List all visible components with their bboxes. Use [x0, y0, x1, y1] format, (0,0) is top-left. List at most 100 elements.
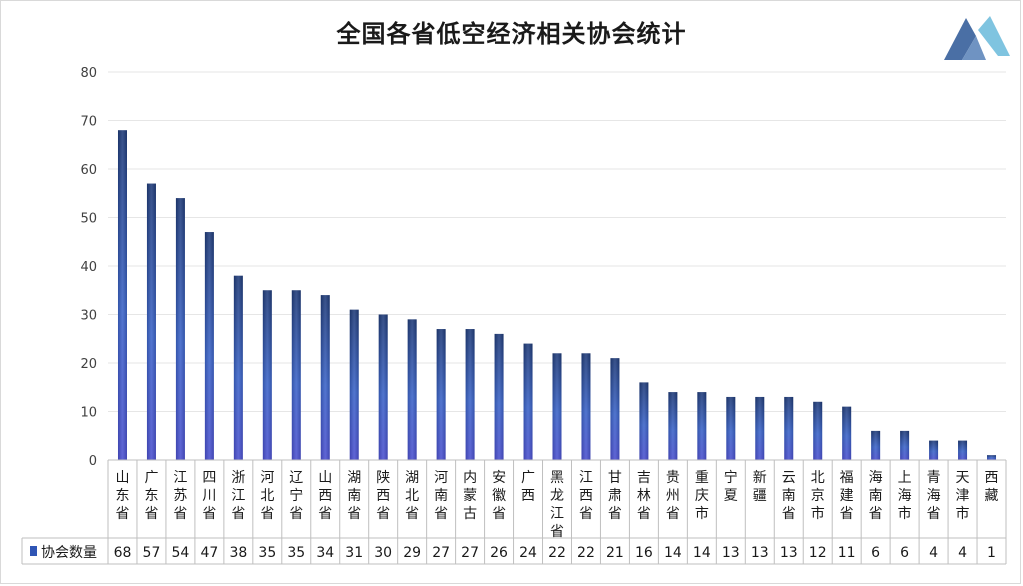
data-label: 4 — [958, 545, 967, 561]
data-label: 21 — [606, 545, 624, 561]
data-label: 12 — [809, 545, 827, 561]
bar-shade — [146, 183, 156, 461]
bar-shade — [494, 333, 504, 460]
x-tick-label: 重庆市 — [695, 470, 709, 522]
x-tick-label: 福建省 — [840, 470, 854, 522]
bar-shade — [233, 275, 243, 460]
x-tick-label: 广东省 — [144, 470, 158, 522]
bar-shade — [697, 392, 707, 460]
x-tick-label: 陕西省 — [376, 470, 390, 522]
x-tick-label: 江西省 — [579, 470, 593, 522]
x-tick-label: 上海市 — [898, 470, 912, 522]
bar-shade — [523, 343, 533, 460]
x-tick-label: 湖北省 — [405, 470, 419, 522]
y-tick-label: 80 — [80, 66, 97, 81]
bar-shade — [349, 309, 359, 460]
data-label: 11 — [838, 545, 856, 561]
x-tick-label: 江苏省 — [173, 470, 187, 522]
bar-shade — [668, 392, 678, 460]
bar-shade — [958, 440, 968, 460]
bar-shade — [726, 396, 736, 460]
y-tick-label: 40 — [80, 260, 97, 275]
data-label: 35 — [287, 545, 305, 561]
data-label: 27 — [461, 545, 479, 561]
data-label: 22 — [548, 545, 566, 561]
x-tick-label: 甘肃省 — [608, 470, 622, 522]
x-tick-label: 西藏 — [985, 470, 999, 504]
y-tick-label: 30 — [80, 309, 97, 324]
bar-shade — [291, 290, 301, 460]
data-label: 13 — [751, 545, 769, 561]
data-label: 54 — [172, 545, 190, 561]
chart-title: 全国各省低空经济相关协会统计 — [336, 20, 687, 48]
x-tick-label: 天津市 — [956, 470, 970, 522]
bar-shade — [552, 353, 562, 460]
data-label: 68 — [114, 545, 132, 561]
data-label: 13 — [780, 545, 798, 561]
x-tick-label: 内蒙古 — [463, 470, 477, 522]
data-label: 1 — [987, 545, 996, 561]
x-tick-label: 广西 — [521, 470, 535, 504]
bar-shade — [117, 130, 127, 460]
data-label: 6 — [900, 545, 909, 561]
x-tick-label: 湖南省 — [347, 470, 361, 522]
data-label: 16 — [635, 545, 653, 561]
x-tick-label: 云南省 — [782, 470, 796, 522]
x-tick-label: 安徽省 — [492, 470, 506, 522]
data-label: 13 — [722, 545, 740, 561]
bar-shade — [320, 295, 330, 460]
y-tick-label: 0 — [89, 454, 97, 469]
bar-shade — [784, 396, 794, 460]
bar-shade — [987, 455, 997, 460]
x-tick-label: 北京市 — [811, 470, 825, 522]
bar-shade — [929, 440, 939, 460]
data-label: 47 — [200, 545, 218, 561]
bar-shade — [204, 232, 214, 460]
x-tick-label: 山西省 — [318, 470, 332, 522]
x-tick-label: 浙江省 — [231, 470, 245, 522]
bar-shade — [378, 314, 388, 460]
data-label: 4 — [929, 545, 938, 561]
x-tick-label: 河北省 — [260, 470, 274, 522]
bar-shade — [175, 198, 185, 460]
data-label: 14 — [664, 545, 682, 561]
x-tick-label: 吉林省 — [637, 470, 651, 522]
x-tick-label: 贵州省 — [666, 470, 680, 522]
x-tick-label: 四川省 — [202, 470, 216, 522]
bar-shade — [407, 319, 417, 460]
bar-shade — [842, 406, 852, 460]
y-tick-label: 10 — [80, 406, 97, 421]
x-tick-label: 山东省 — [115, 470, 129, 522]
data-label: 35 — [258, 545, 276, 561]
x-tick-label: 黑龙江省 — [550, 470, 564, 540]
data-label: 26 — [490, 545, 508, 561]
y-tick-label: 20 — [80, 357, 97, 372]
bar-shade — [436, 329, 446, 460]
legend-swatch — [30, 546, 37, 556]
x-tick-label: 宁夏 — [724, 469, 738, 504]
data-label: 6 — [871, 545, 880, 561]
x-tick-label: 辽宁省 — [289, 470, 303, 522]
bar-shade — [813, 401, 823, 460]
data-label: 30 — [374, 545, 392, 561]
x-tick-label: 青海省 — [927, 470, 941, 522]
bar-shade — [639, 382, 649, 460]
data-label: 14 — [693, 545, 711, 561]
data-label: 34 — [316, 545, 334, 561]
bar-shade — [755, 396, 765, 460]
data-label: 22 — [577, 545, 595, 561]
bar-shade — [262, 290, 272, 460]
data-label: 57 — [143, 545, 161, 561]
bar-shade — [465, 329, 475, 460]
bar-shade — [900, 430, 910, 460]
data-label: 29 — [403, 545, 421, 561]
data-label: 38 — [229, 545, 247, 561]
x-tick-label: 河南省 — [434, 470, 448, 522]
bar-shade — [581, 353, 591, 460]
y-tick-label: 70 — [80, 115, 97, 130]
y-tick-label: 50 — [80, 212, 97, 227]
bar-shade — [871, 430, 881, 460]
y-tick-label: 60 — [80, 163, 97, 178]
stylized-mountain-logo-icon — [944, 16, 1010, 60]
